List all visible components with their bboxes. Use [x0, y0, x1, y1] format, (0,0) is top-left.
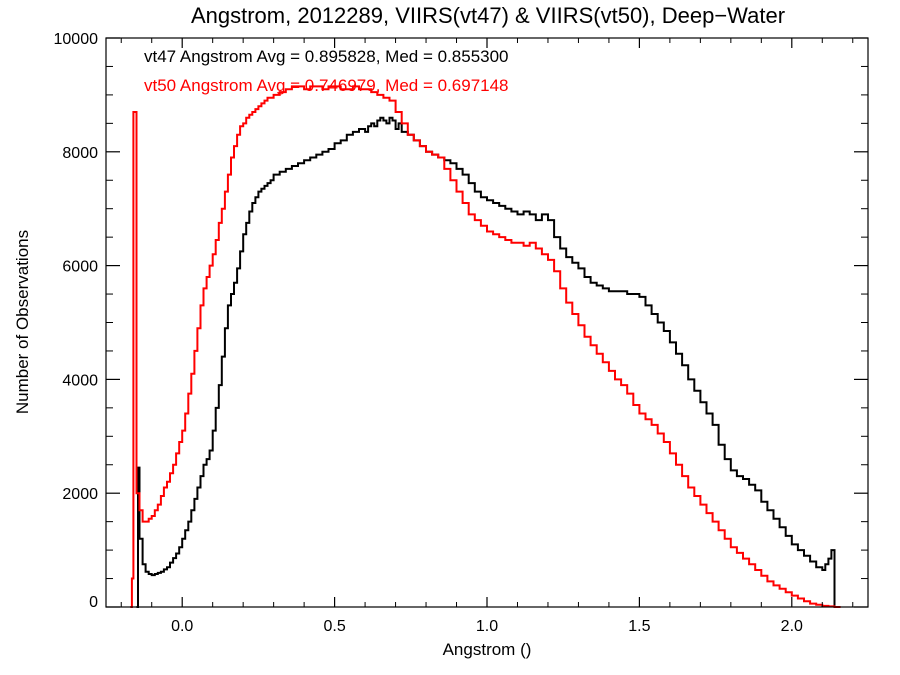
y-tick-label: 10000: [54, 31, 99, 48]
series-vt50-line: [130, 85, 841, 608]
y-tick-label: 4000: [62, 372, 98, 389]
x-tick-label: 0.5: [323, 618, 345, 635]
annotation-vt47-stats: vt47 Angstrom Avg = 0.895828, Med = 0.85…: [144, 47, 509, 66]
y-tick-label: 2000: [62, 486, 98, 503]
x-tick-label: 2.0: [781, 618, 803, 635]
y-tick-label: 8000: [62, 145, 98, 162]
y-tick-label: 6000: [62, 259, 98, 276]
chart-title: Angstrom, 2012289, VIIRS(vt47) & VIIRS(v…: [191, 3, 785, 28]
x-tick-label: 0.0: [171, 618, 193, 635]
plot-frame: [105, 37, 869, 608]
y-axis: 0 2000 4000 6000 8000 10000: [54, 31, 868, 611]
x-axis-label: Angstrom (): [443, 640, 532, 659]
y-axis-label: Number of Observations: [13, 230, 32, 414]
series-vt47-line: [136, 116, 836, 608]
x-tick-label: 1.0: [476, 618, 498, 635]
x-tick-label: 1.5: [628, 618, 650, 635]
x-axis: 0.0 0.5 1.0 1.5 2.0: [120, 38, 854, 635]
y-tick-label: 0: [89, 594, 98, 611]
annotation-vt50-stats: vt50 Angstrom Avg = 0.746979, Med = 0.69…: [144, 76, 509, 95]
plot-area: [130, 85, 841, 608]
